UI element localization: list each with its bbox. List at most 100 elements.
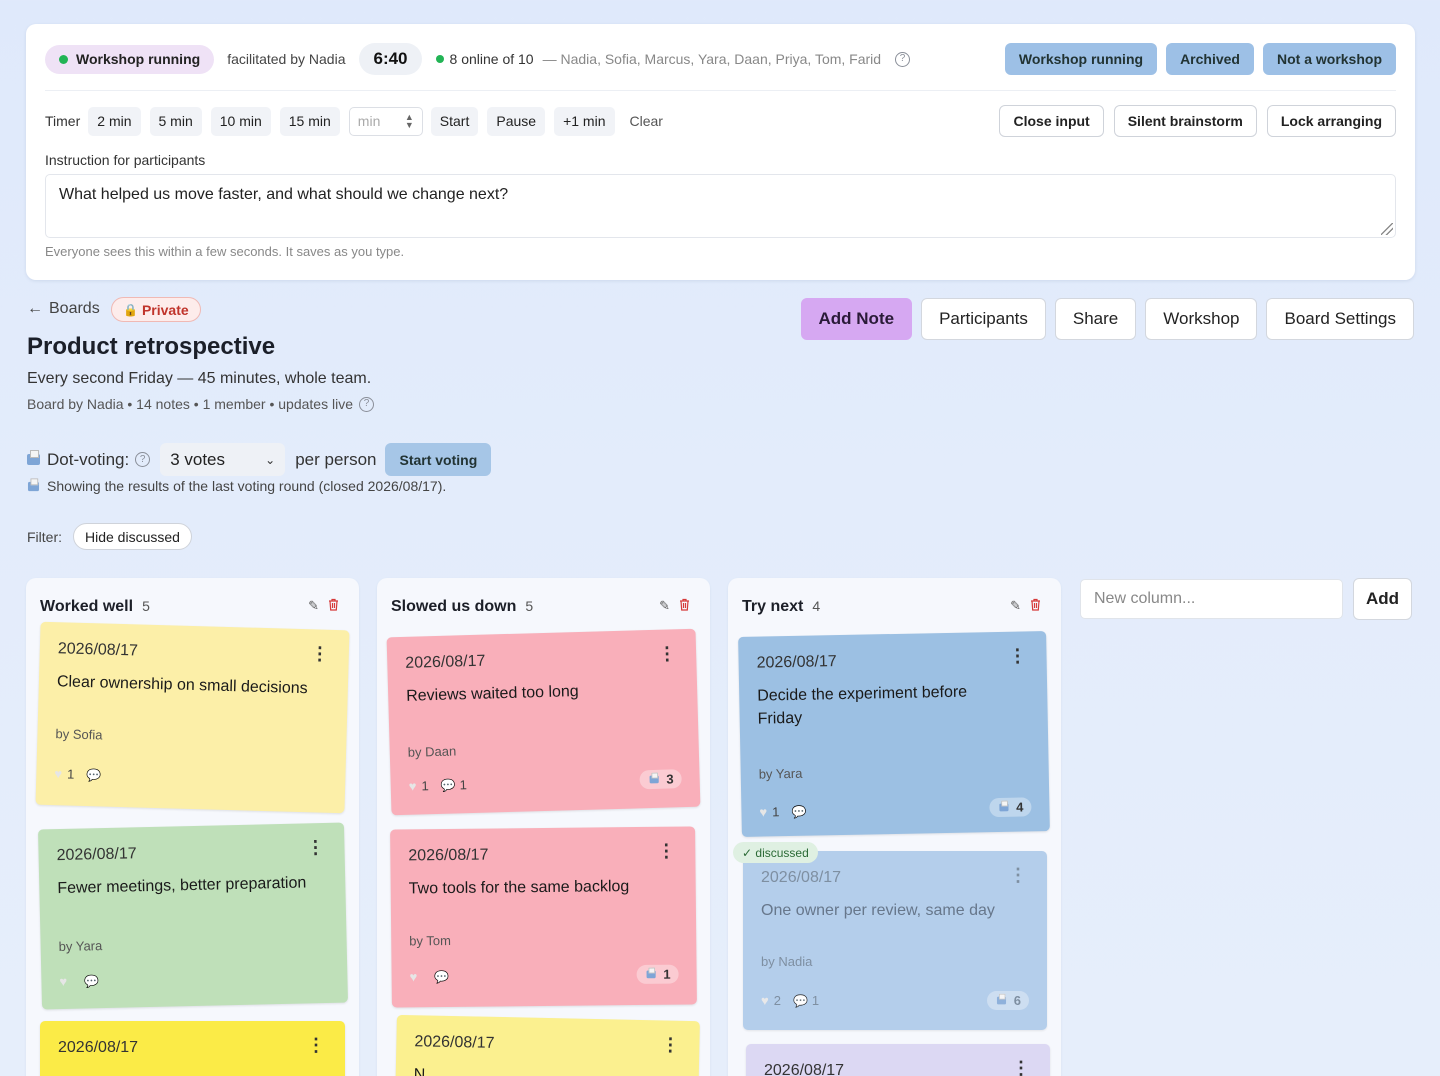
arrow-left-icon: ← xyxy=(27,300,43,317)
heart-icon[interactable]: ♥ xyxy=(409,969,418,985)
ballot-box-icon xyxy=(999,803,1009,812)
timer-start-button[interactable]: Start xyxy=(430,106,479,136)
new-column-input[interactable]: New column... xyxy=(1080,579,1343,619)
workshop-status-label: Workshop running xyxy=(76,51,201,67)
column-count: 5 xyxy=(142,598,150,614)
more-options-icon[interactable]: ⋮ xyxy=(307,1035,325,1055)
more-options-icon[interactable]: ⋮ xyxy=(1012,1058,1030,1076)
more-options-icon[interactable]: ⋮ xyxy=(657,840,676,861)
back-to-boards-link[interactable]: ← Boards xyxy=(27,300,100,318)
note-card[interactable]: 2026/08/17 Fewer meetings, better prepar… xyxy=(37,822,349,1010)
participants-button[interactable]: Participants xyxy=(921,298,1046,340)
board-description: Every second Friday — 45 minutes, whole … xyxy=(27,370,372,387)
mode-not-workshop-button[interactable]: Not a workshop xyxy=(1262,43,1396,75)
timer-preset-10-button[interactable]: 10 min xyxy=(210,106,271,136)
note-author: by Yara xyxy=(758,765,803,782)
add-column-button[interactable]: Add xyxy=(1353,578,1412,620)
heart-icon[interactable]: ♥ xyxy=(759,804,768,820)
note-card[interactable]: 2026/08/17 Clear ownership on small deci… xyxy=(35,621,350,814)
board-meta: Board by Nadia • 14 notes • 1 member • u… xyxy=(27,396,374,412)
votes-select[interactable]: 3 votes ⌄ xyxy=(160,443,286,476)
like-count: 2 xyxy=(773,993,781,1008)
more-options-icon[interactable]: ⋮ xyxy=(1008,645,1027,666)
timer-minutes-input[interactable]: min ▲ ▼ xyxy=(348,106,423,136)
votes-select-value: 3 votes xyxy=(170,449,226,469)
note-date: 2026/08/17 xyxy=(405,652,486,672)
help-icon[interactable]: ? xyxy=(359,396,374,412)
mode-workshop-running-button[interactable]: Workshop running xyxy=(1004,43,1158,75)
heart-icon[interactable]: ♥ xyxy=(761,993,769,1008)
start-voting-button[interactable]: Start voting xyxy=(385,443,492,476)
hide-discussed-toggle[interactable]: Hide discussed xyxy=(73,523,192,550)
instruction-textarea[interactable]: What helped us move faster, and what sho… xyxy=(45,174,1396,238)
voting-label: Dot-voting: xyxy=(47,449,130,469)
timer-preset-15-button[interactable]: 15 min xyxy=(279,106,340,136)
note-card[interactable]: 2026/08/17 N ⋮ xyxy=(395,1014,700,1076)
note-card[interactable]: 2026/08/17 Two tools for the same backlo… xyxy=(390,826,697,1008)
more-options-icon[interactable]: ⋮ xyxy=(657,643,677,664)
edit-pencil-icon[interactable]: ✎ xyxy=(659,598,670,613)
more-options-icon[interactable]: ⋮ xyxy=(310,643,330,664)
note-card[interactable]: 2026/08/17 Reviews waited too long ⋮ by … xyxy=(386,628,701,816)
more-options-icon[interactable]: ⋮ xyxy=(1009,865,1027,885)
add-note-button[interactable]: Add Note xyxy=(800,298,913,340)
comment-icon[interactable]: 💬 xyxy=(791,804,807,819)
column-title[interactable]: Worked well xyxy=(40,598,134,615)
edit-pencil-icon[interactable]: ✎ xyxy=(308,598,319,613)
note-text: Two tools for the same backlog xyxy=(408,878,630,898)
comment-icon[interactable]: 💬 xyxy=(86,767,102,782)
timer-preset-5-button[interactable]: 5 min xyxy=(149,106,202,136)
filter-label: Filter: xyxy=(27,529,62,545)
note-date: 2026/08/17 xyxy=(408,846,489,865)
comment-icon[interactable]: 💬 xyxy=(434,969,450,984)
column-title[interactable]: Slowed us down xyxy=(391,598,517,615)
voting-info-text: Showing the results of the last voting r… xyxy=(47,478,447,494)
workshop-button[interactable]: Workshop xyxy=(1145,298,1258,340)
note-author: by Yara xyxy=(58,938,103,955)
trash-icon[interactable] xyxy=(679,598,690,611)
resize-grip-icon[interactable] xyxy=(1381,223,1393,235)
board-settings-button[interactable]: Board Settings xyxy=(1266,298,1414,340)
online-count: 8 online of 10 xyxy=(435,51,534,67)
comment-count: 1 xyxy=(811,993,820,1008)
mode-archived-button[interactable]: Archived xyxy=(1166,43,1254,75)
help-icon[interactable]: ? xyxy=(135,452,151,467)
privacy-badge[interactable]: 🔒 Private xyxy=(111,297,201,322)
note-date: 2026/08/17 xyxy=(756,653,837,672)
running-dot-icon xyxy=(59,54,68,64)
heart-icon[interactable]: ♥ xyxy=(54,766,63,782)
facilitator-text: facilitated by Nadia xyxy=(227,51,346,67)
note-author: by Sofia xyxy=(55,726,103,743)
instruction-label: Instruction for participants xyxy=(45,152,206,168)
lock-arranging-button[interactable]: Lock arranging xyxy=(1266,105,1396,137)
column-title[interactable]: Try next xyxy=(742,598,804,615)
like-count: 1 xyxy=(421,778,429,794)
note-card[interactable]: 2026/08/17 One owner per review, same da… xyxy=(743,851,1047,1030)
timer-preset-2-button[interactable]: 2 min xyxy=(88,106,141,136)
timer-clear-button[interactable]: Clear xyxy=(629,113,663,129)
edit-pencil-icon[interactable]: ✎ xyxy=(1010,598,1021,613)
more-options-icon[interactable]: ⋮ xyxy=(306,837,325,858)
note-card[interactable]: 2026/08/17 Decide the experiment before … xyxy=(738,631,1050,837)
more-options-icon[interactable]: ⋮ xyxy=(661,1034,680,1055)
comment-icon[interactable]: 💬 xyxy=(440,777,456,793)
workshop-mode-group: Workshop running Archived Not a workshop xyxy=(1004,43,1396,75)
stepper-icon[interactable]: ▲ ▼ xyxy=(404,112,414,130)
heart-icon[interactable]: ♥ xyxy=(59,973,68,990)
timer-pause-button[interactable]: Pause xyxy=(487,106,546,136)
lock-icon: 🔒 xyxy=(123,302,138,317)
workshop-panel: Workshop running facilitated by Nadia 6:… xyxy=(26,24,1415,280)
comment-icon[interactable]: 💬 xyxy=(792,993,808,1008)
timer-add-minute-button[interactable]: +1 min xyxy=(554,106,615,136)
close-input-button[interactable]: Close input xyxy=(999,105,1104,137)
note-card[interactable]: 2026/08/17 ⋮ xyxy=(746,1044,1050,1076)
share-button[interactable]: Share xyxy=(1054,298,1137,340)
trash-icon[interactable] xyxy=(1030,598,1041,611)
heart-icon[interactable]: ♥ xyxy=(408,778,417,794)
note-card[interactable]: 2026/08/17 ⋮ xyxy=(40,1021,345,1076)
help-icon[interactable]: ? xyxy=(895,51,911,67)
comment-icon[interactable]: 💬 xyxy=(84,973,100,988)
like-count: 1 xyxy=(66,766,75,782)
trash-icon[interactable] xyxy=(328,598,339,611)
silent-brainstorm-button[interactable]: Silent brainstorm xyxy=(1113,105,1257,137)
